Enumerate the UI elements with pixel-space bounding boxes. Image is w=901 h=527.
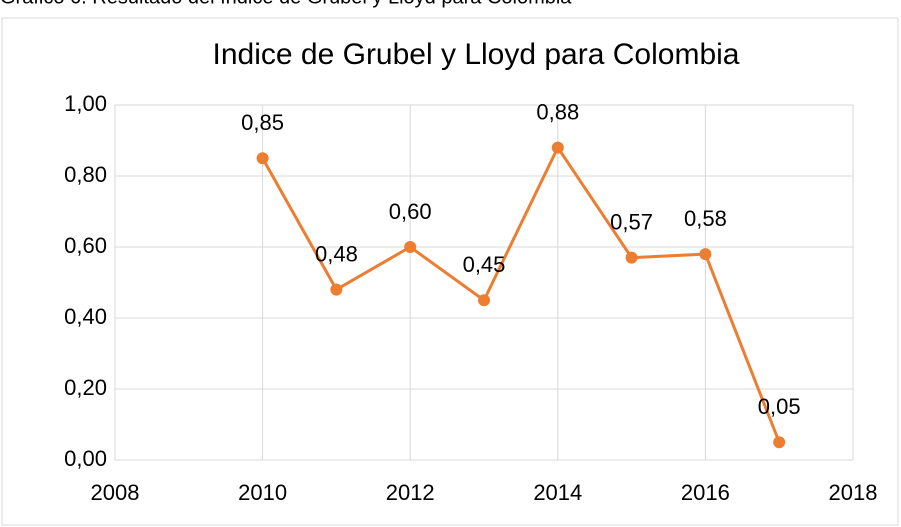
- y-tick-label: 0,60: [64, 233, 107, 258]
- data-label: 0,58: [684, 206, 727, 231]
- x-tick-label: 2010: [238, 480, 287, 505]
- point: [699, 248, 712, 261]
- x-tick-label: 2012: [386, 480, 435, 505]
- x-tick-label: 2014: [533, 480, 582, 505]
- chart-title: Indice de Grubel y Lloyd para Colombia: [213, 38, 740, 71]
- data-label: 0,45: [463, 252, 506, 277]
- x-tick-label: 2016: [681, 480, 730, 505]
- line: [261, 144, 781, 443]
- data-label: 0,60: [389, 199, 432, 224]
- point: [478, 294, 490, 307]
- point: [773, 436, 786, 449]
- chart-border: [1, 17, 899, 526]
- point: [330, 283, 343, 296]
- point: [551, 141, 564, 154]
- y-tick-label: 0,80: [64, 162, 107, 187]
- caption: Gráfico 6. Resultado del índice de Grube…: [0, 0, 572, 8]
- point: [404, 241, 417, 253]
- point: [256, 152, 269, 165]
- point: [625, 251, 638, 264]
- y-tick-label: 0,40: [64, 304, 107, 329]
- data-label: 0,85: [241, 110, 284, 135]
- y-tick-label: 0,20: [64, 375, 107, 400]
- data-label: 0,88: [536, 99, 579, 124]
- y-tick-label: 0,00: [64, 446, 107, 471]
- data-label: 0,48: [315, 241, 358, 266]
- data-label: 0,05: [758, 394, 801, 419]
- x-tick-label: 2018: [829, 480, 878, 505]
- y-tick-label: 1,00: [64, 91, 107, 116]
- data-label: 0,57: [610, 209, 653, 234]
- x-tick-label: 2008: [91, 480, 140, 505]
